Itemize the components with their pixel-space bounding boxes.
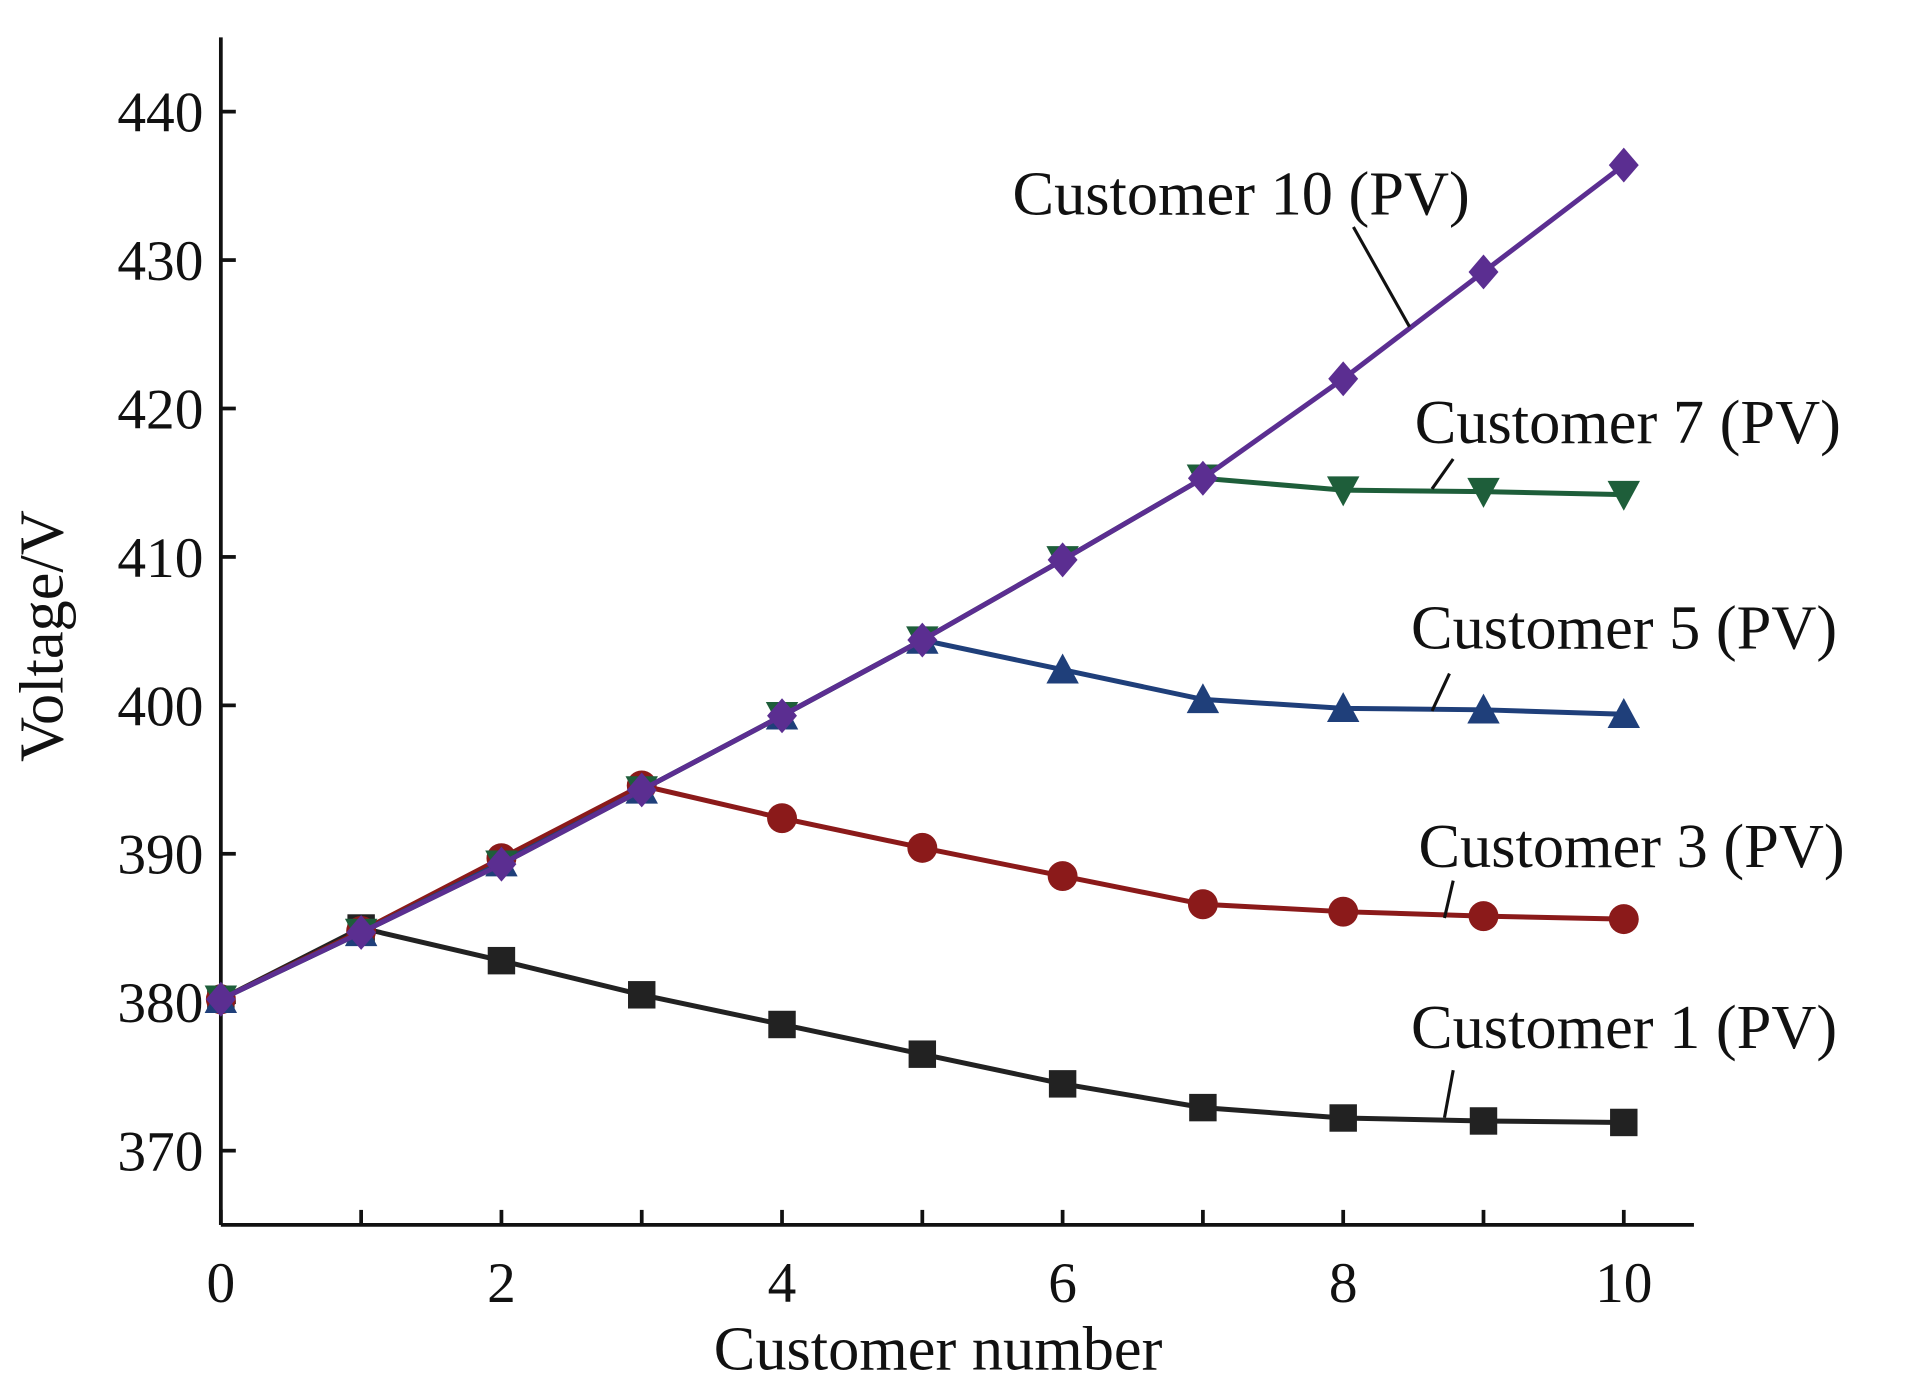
marker [1469, 1107, 1498, 1135]
marker [1467, 693, 1500, 724]
leader-line [1352, 226, 1411, 328]
y-tick-label: 420 [117, 378, 203, 441]
marker [1326, 476, 1360, 507]
leader-line [1442, 880, 1455, 919]
marker [1328, 896, 1359, 927]
marker [1187, 889, 1218, 920]
marker [907, 832, 938, 863]
y-tick-label: 380 [117, 972, 203, 1035]
marker [1468, 901, 1499, 932]
series-label: Customer 3 (PV) [1419, 812, 1845, 881]
leader-line [1442, 1069, 1455, 1118]
marker [1328, 361, 1359, 397]
y-axis-label: Voltage/V [7, 510, 76, 762]
y-tick-label: 370 [117, 1121, 203, 1184]
marker [1047, 861, 1078, 892]
marker [628, 981, 656, 1009]
marker [1326, 692, 1360, 723]
series-line [219, 475, 1624, 1002]
series-line [219, 782, 1624, 1002]
marker [1607, 480, 1641, 511]
marker [1610, 1108, 1638, 1137]
marker [346, 914, 377, 950]
marker [626, 772, 657, 808]
leader-line [1430, 458, 1455, 490]
y-tick-label: 440 [117, 82, 203, 145]
y-tick-label: 390 [117, 824, 203, 887]
marker [487, 946, 516, 975]
series-label: Customer 1 (PV) [1411, 993, 1837, 1062]
marker [1329, 1104, 1357, 1132]
marker [1607, 698, 1641, 728]
y-tick-label: 430 [117, 230, 203, 293]
marker [768, 1010, 796, 1039]
marker [1468, 254, 1499, 290]
series-label: Customer 7 (PV) [1415, 388, 1841, 457]
marker [908, 1040, 937, 1068]
x-axis-label: Customer number [714, 1315, 1163, 1384]
marker [205, 981, 236, 1017]
marker [767, 803, 797, 834]
x-tick-label: 6 [1048, 1252, 1077, 1315]
x-tick-label: 4 [768, 1252, 797, 1315]
marker [1048, 1070, 1077, 1098]
x-tick-label: 2 [487, 1252, 516, 1315]
y-tick-label: 410 [117, 527, 203, 590]
x-tick-label: 10 [1595, 1252, 1652, 1315]
series-label: Customer 5 (PV) [1411, 594, 1837, 663]
marker [907, 622, 938, 658]
marker [767, 698, 797, 734]
series-line [219, 163, 1626, 1002]
y-tick-label: 400 [117, 675, 203, 738]
leader-line [1430, 672, 1451, 712]
marker [1608, 904, 1639, 935]
x-tick-label: 0 [207, 1252, 236, 1315]
marker [1186, 683, 1220, 714]
series-label: Customer 10 (PV) [1013, 160, 1470, 229]
marker [1467, 477, 1500, 508]
x-tick-label: 8 [1329, 1252, 1358, 1315]
marker [1608, 147, 1639, 183]
marker [1047, 542, 1078, 578]
marker [1189, 1093, 1217, 1122]
marker [1046, 653, 1079, 684]
marker [486, 846, 517, 882]
